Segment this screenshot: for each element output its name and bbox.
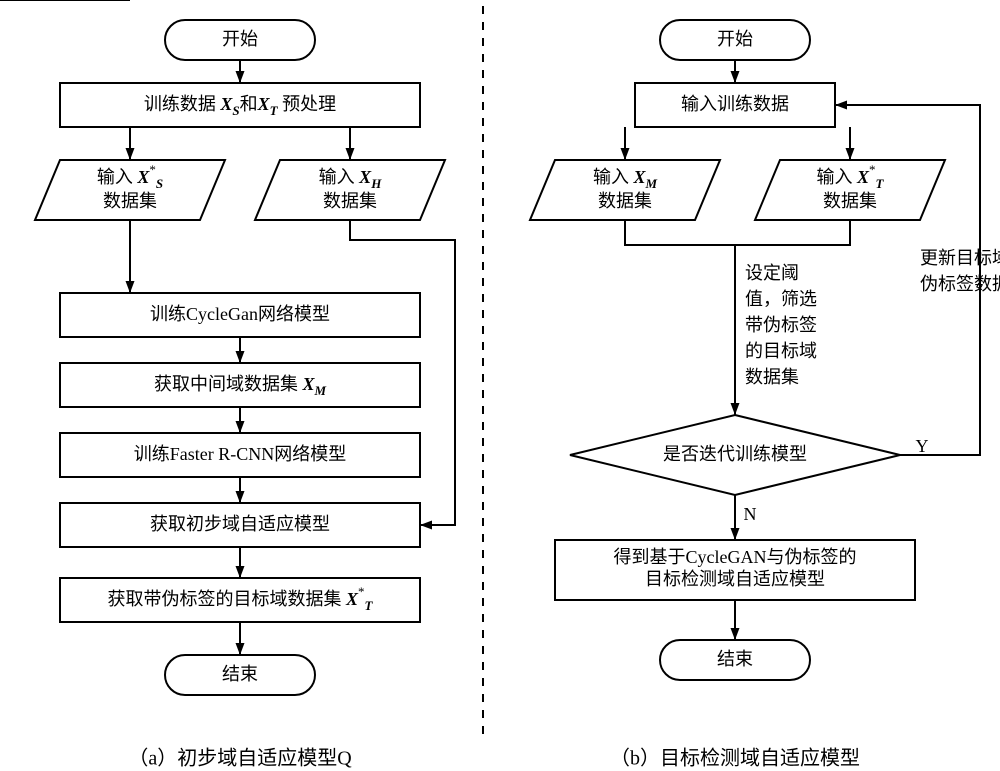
svg-text:N: N bbox=[744, 504, 757, 524]
svg-text:（a）初步域自适应模型Q: （a）初步域自适应模型Q bbox=[128, 747, 352, 770]
svg-text:Y: Y bbox=[916, 436, 929, 456]
svg-text:更新目标域: 更新目标域 bbox=[920, 248, 1000, 268]
svg-text:（b）目标检测域自适应模型: （b）目标检测域自适应模型 bbox=[610, 747, 860, 770]
svg-text:开始: 开始 bbox=[717, 29, 753, 49]
svg-text:获取初步域自适应模型: 获取初步域自适应模型 bbox=[150, 514, 330, 534]
svg-text:结束: 结束 bbox=[222, 664, 258, 684]
svg-text:得到基于CycleGAN与伪标签的: 得到基于CycleGAN与伪标签的 bbox=[614, 547, 857, 567]
svg-text:训练CycleGan网络模型: 训练CycleGan网络模型 bbox=[150, 304, 330, 324]
svg-text:数据集: 数据集 bbox=[745, 367, 799, 387]
svg-text:数据集: 数据集 bbox=[103, 191, 157, 211]
svg-text:数据集: 数据集 bbox=[598, 191, 652, 211]
svg-text:设定阈: 设定阈 bbox=[745, 263, 799, 283]
svg-text:伪标签数据: 伪标签数据 bbox=[920, 274, 1000, 294]
svg-text:训练Faster R-CNN网络模型: 训练Faster R-CNN网络模型 bbox=[134, 444, 347, 464]
svg-text:目标检测域自适应模型: 目标检测域自适应模型 bbox=[645, 569, 825, 589]
svg-text:获取带伪标签的目标域数据集 X*​T​: 获取带伪标签的目标域数据集 X*​T​ bbox=[108, 584, 374, 613]
svg-text:是否迭代训练模型: 是否迭代训练模型 bbox=[663, 444, 807, 464]
svg-text:值，筛选: 值，筛选 bbox=[745, 289, 817, 309]
svg-text:结束: 结束 bbox=[717, 649, 753, 669]
svg-text:数据集: 数据集 bbox=[323, 191, 377, 211]
svg-text:输入训练数据: 输入训练数据 bbox=[681, 94, 789, 114]
svg-text:数据集: 数据集 bbox=[823, 191, 877, 211]
svg-text:开始: 开始 bbox=[222, 29, 258, 49]
svg-text:的目标域: 的目标域 bbox=[745, 341, 817, 361]
svg-text:带伪标签: 带伪标签 bbox=[745, 315, 817, 335]
